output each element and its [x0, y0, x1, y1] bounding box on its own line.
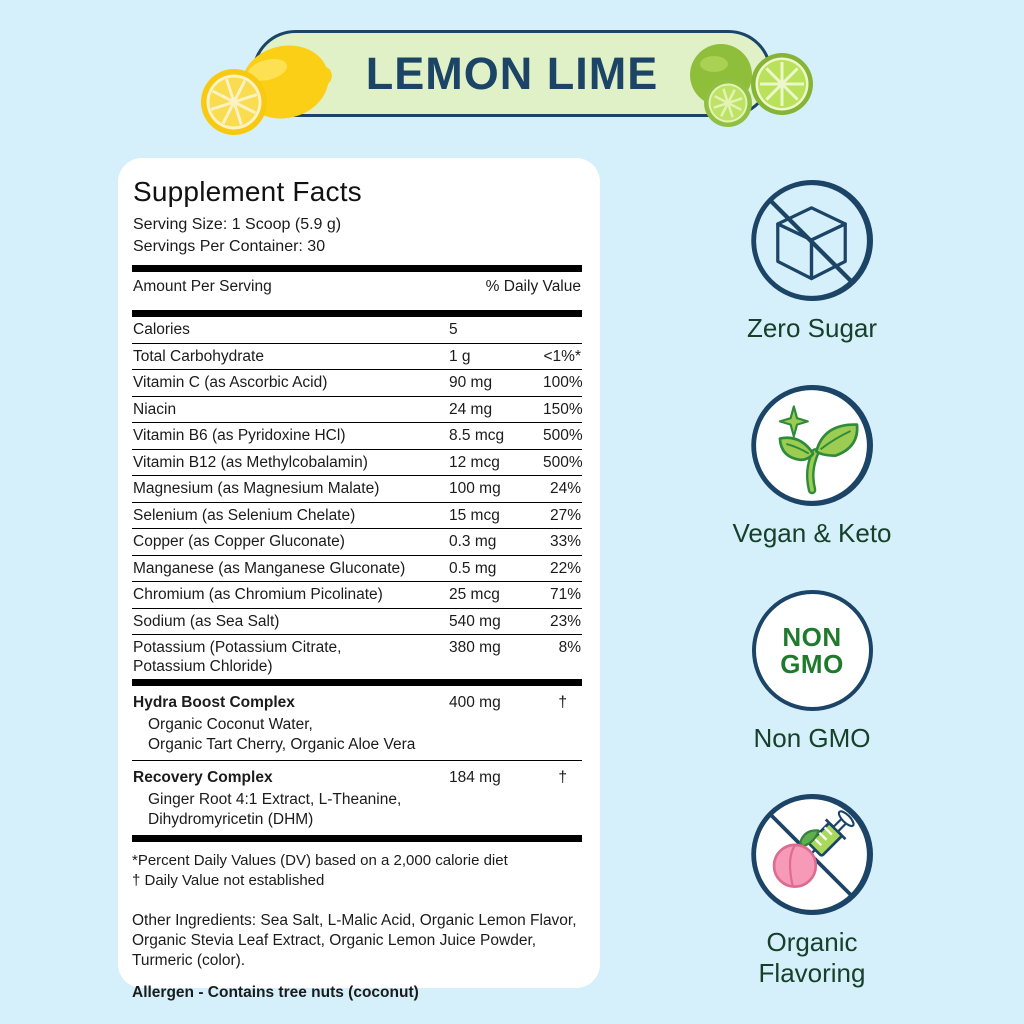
table-row: Vitamin C (as Ascorbic Acid) 90 mg 100%	[132, 370, 583, 397]
nutrient-daily-value: 100%	[543, 374, 583, 391]
table-row: Magnesium (as Magnesium Malate) 100 mg 2…	[132, 476, 582, 503]
nutrient-name: Vitamin B6 (as Pyridoxine HCl)	[133, 427, 346, 444]
non-gmo-inner-bottom: GMO	[780, 648, 844, 679]
complex-amount: 184 mg	[449, 769, 501, 786]
vegan-sprout-icon	[751, 384, 872, 506]
nutrient-name: Total Carbohydrate	[133, 347, 264, 365]
nutrient-amount: 0.5 mg	[449, 559, 497, 577]
nutrient-rows: Calories 5 Total Carbohydrate 1 g <1%* V…	[132, 317, 583, 679]
nutrient-daily-value: 500%	[543, 427, 583, 444]
no-artificial-flavoring-icon	[751, 793, 872, 915]
nutrient-daily-value: 71%	[549, 586, 581, 603]
recovery-complex-section: Recovery Complex 184 mg † Ginger Root 4:…	[132, 761, 582, 835]
divider-thick	[132, 310, 582, 317]
nutrient-name: Calories	[133, 321, 190, 338]
badge-label: Zero Sugar	[746, 313, 878, 343]
divider-thick	[132, 679, 582, 686]
table-row: Chromium (as Chromium Picolinate) 25 mcg…	[132, 582, 582, 609]
nutrient-daily-value: 24%	[549, 480, 581, 497]
table-row: Manganese (as Manganese Gluconate) 0.5 m…	[132, 556, 582, 582]
complex-ingredients: Organic Coconut Water, Organic Tart Cher…	[148, 716, 416, 753]
nutrient-daily-value: 150%	[543, 400, 583, 418]
nutrient-amount: 8.5 mcg	[449, 427, 505, 444]
nutrient-name: Chromium (as Chromium Picolinate)	[133, 586, 383, 603]
badge-zero-sugar: Zero Sugar	[712, 179, 912, 344]
table-row: Calories 5	[132, 317, 582, 344]
nutrient-amount: 12 mcg	[449, 453, 500, 471]
nutrient-amount: 540 mg	[449, 612, 501, 630]
column-header-daily-value: % Daily Value	[485, 278, 581, 295]
nutrient-name: Manganese (as Manganese Gluconate)	[133, 559, 406, 577]
table-row: Vitamin B6 (as Pyridoxine HCl) 8.5 mcg 5…	[132, 423, 583, 450]
nutrient-amount: 0.3 mg	[449, 533, 497, 550]
no-sugar-cube-icon	[751, 179, 872, 301]
nutrient-daily-value: 22%	[549, 559, 581, 577]
nutrient-name: Selenium (as Selenium Chelate)	[133, 506, 356, 524]
hydra-boost-complex-section: Hydra Boost Complex 400 mg † Organic Coc…	[132, 686, 582, 760]
nutrient-amount: 90 mg	[449, 374, 493, 391]
allergen-statement: Allergen - Contains tree nuts (coconut)	[132, 984, 419, 1001]
nutrient-daily-value: 23%	[549, 612, 581, 630]
badge-label: Vegan & Keto	[732, 518, 892, 548]
complex-name: Hydra Boost Complex	[133, 694, 295, 711]
table-row: Vitamin B12 (as Methylcobalamin) 12 mcg …	[132, 450, 583, 476]
non-gmo-inner-top: NON	[782, 621, 842, 652]
nutrient-amount: 5	[449, 321, 458, 338]
nutrient-amount: 100 mg	[449, 480, 501, 497]
flavor-title: LEMON LIME	[365, 47, 659, 99]
badge-vegan-keto: Vegan & Keto	[712, 384, 912, 549]
nutrient-daily-value: 8%	[558, 639, 581, 656]
nutrient-amount: 15 mcg	[449, 506, 500, 524]
complex-daily-value: †	[558, 769, 567, 786]
divider-thick	[132, 835, 582, 842]
flavor-banner: LEMON LIME	[252, 30, 772, 117]
badge-non-gmo: NON GMO Non GMO	[712, 590, 912, 754]
other-ingredients: Other Ingredients: Sea Salt, L-Malic Aci…	[132, 912, 577, 969]
badge-label: Organic Flavoring	[758, 927, 866, 989]
footnotes: *Percent Daily Values (DV) based on a 2,…	[132, 851, 582, 890]
table-row: Selenium (as Selenium Chelate) 15 mcg 27…	[132, 503, 582, 529]
complex-amount: 400 mg	[449, 694, 501, 711]
table-row: Copper (as Copper Gluconate) 0.3 mg 33%	[132, 529, 582, 556]
footnote-daily-values: *Percent Daily Values (DV) based on a 2,…	[132, 852, 508, 869]
table-row: Total Carbohydrate 1 g <1%*	[132, 344, 582, 370]
nutrient-name: Niacin	[133, 400, 177, 418]
nutrient-name: Sodium (as Sea Salt)	[133, 612, 280, 630]
nutrient-daily-value: <1%*	[543, 347, 582, 365]
divider-thin	[132, 760, 582, 761]
table-row: Niacin 24 mg 150%	[132, 397, 583, 423]
nutrient-amount: 1 g	[449, 347, 471, 365]
column-header-row: Amount Per Serving % Daily Value	[132, 272, 582, 301]
nutrient-name: Magnesium (as Magnesium Malate)	[133, 480, 380, 497]
nutrient-name: Copper (as Copper Gluconate)	[133, 533, 345, 550]
servings-per-container: Servings Per Container: 30	[133, 238, 326, 255]
table-row: Sodium (as Sea Salt) 540 mg 23%	[132, 609, 582, 635]
lemon-image	[201, 45, 332, 135]
nutrient-amount: 380 mg	[449, 639, 501, 656]
table-row: Potassium (Potassium Citrate, Potassium …	[132, 635, 582, 679]
complex-ingredients: Ginger Root 4:1 Extract, L-Theanine, Dih…	[148, 791, 402, 828]
nutrient-name: Vitamin B12 (as Methylcobalamin)	[133, 453, 368, 471]
complex-daily-value: †	[558, 694, 567, 711]
nutrient-daily-value: 500%	[543, 453, 583, 471]
nutrient-name: Potassium (Potassium Citrate, Potassium …	[133, 639, 342, 675]
nutrient-amount: 24 mg	[449, 400, 493, 418]
complex-name: Recovery Complex	[133, 769, 273, 786]
nutrient-name: Vitamin C (as Ascorbic Acid)	[133, 374, 328, 391]
panel-title: Supplement Facts	[133, 176, 362, 207]
nutrient-amount: 25 mcg	[449, 586, 500, 603]
footnote-dagger: † Daily Value not established	[132, 871, 325, 889]
badge-organic-flavoring: Organic Flavoring	[712, 793, 912, 989]
lime-image	[690, 44, 813, 127]
non-gmo-circle-icon: NON GMO	[751, 590, 873, 711]
nutrient-daily-value: 33%	[549, 533, 581, 550]
serving-size: Serving Size: 1 Scoop (5.9 g)	[133, 216, 342, 233]
nutrient-daily-value: 27%	[549, 506, 581, 524]
supplement-facts-panel: Supplement Facts Serving Size: 1 Scoop (…	[118, 158, 600, 1001]
divider-thick	[132, 265, 582, 272]
column-header-amount: Amount Per Serving	[133, 278, 272, 295]
badge-label: Non GMO	[753, 723, 871, 753]
